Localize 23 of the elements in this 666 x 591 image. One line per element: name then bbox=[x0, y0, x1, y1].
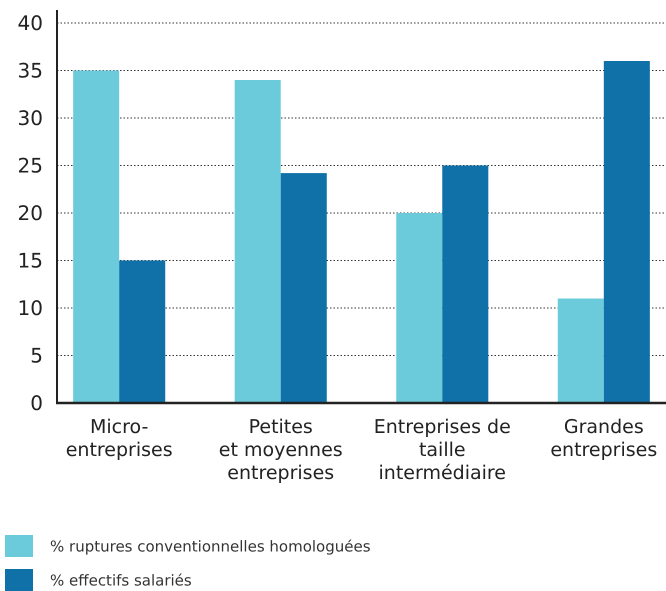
x-tick-label: Grandes entreprises bbox=[550, 416, 658, 461]
y-tick-label: 30 bbox=[18, 106, 43, 130]
y-tick-label: 25 bbox=[18, 154, 43, 178]
bar bbox=[234, 80, 281, 403]
bar bbox=[558, 298, 604, 403]
y-tick-label: 20 bbox=[18, 201, 43, 225]
x-tick-label: Entreprises de taille intermédiaire bbox=[374, 416, 511, 484]
bar bbox=[396, 213, 442, 403]
y-tick-label: 10 bbox=[18, 296, 43, 320]
y-tick-label: 15 bbox=[18, 248, 43, 272]
bar bbox=[280, 173, 327, 403]
y-tick-label: 5 bbox=[30, 344, 43, 368]
bar bbox=[119, 260, 166, 403]
y-tick-label: 0 bbox=[30, 391, 43, 415]
legend-label: % ruptures conventionnelles homologuées bbox=[50, 537, 371, 556]
x-tick-label: Micro- entreprises bbox=[66, 416, 173, 461]
y-tick-label: 35 bbox=[18, 58, 43, 82]
legend-label: % effectifs salariés bbox=[50, 571, 192, 590]
bar bbox=[442, 166, 488, 403]
bar bbox=[73, 70, 120, 403]
y-tick-label: 40 bbox=[18, 11, 43, 35]
x-tick-label: Petites et moyennes entreprises bbox=[218, 416, 343, 484]
bar bbox=[604, 61, 650, 403]
